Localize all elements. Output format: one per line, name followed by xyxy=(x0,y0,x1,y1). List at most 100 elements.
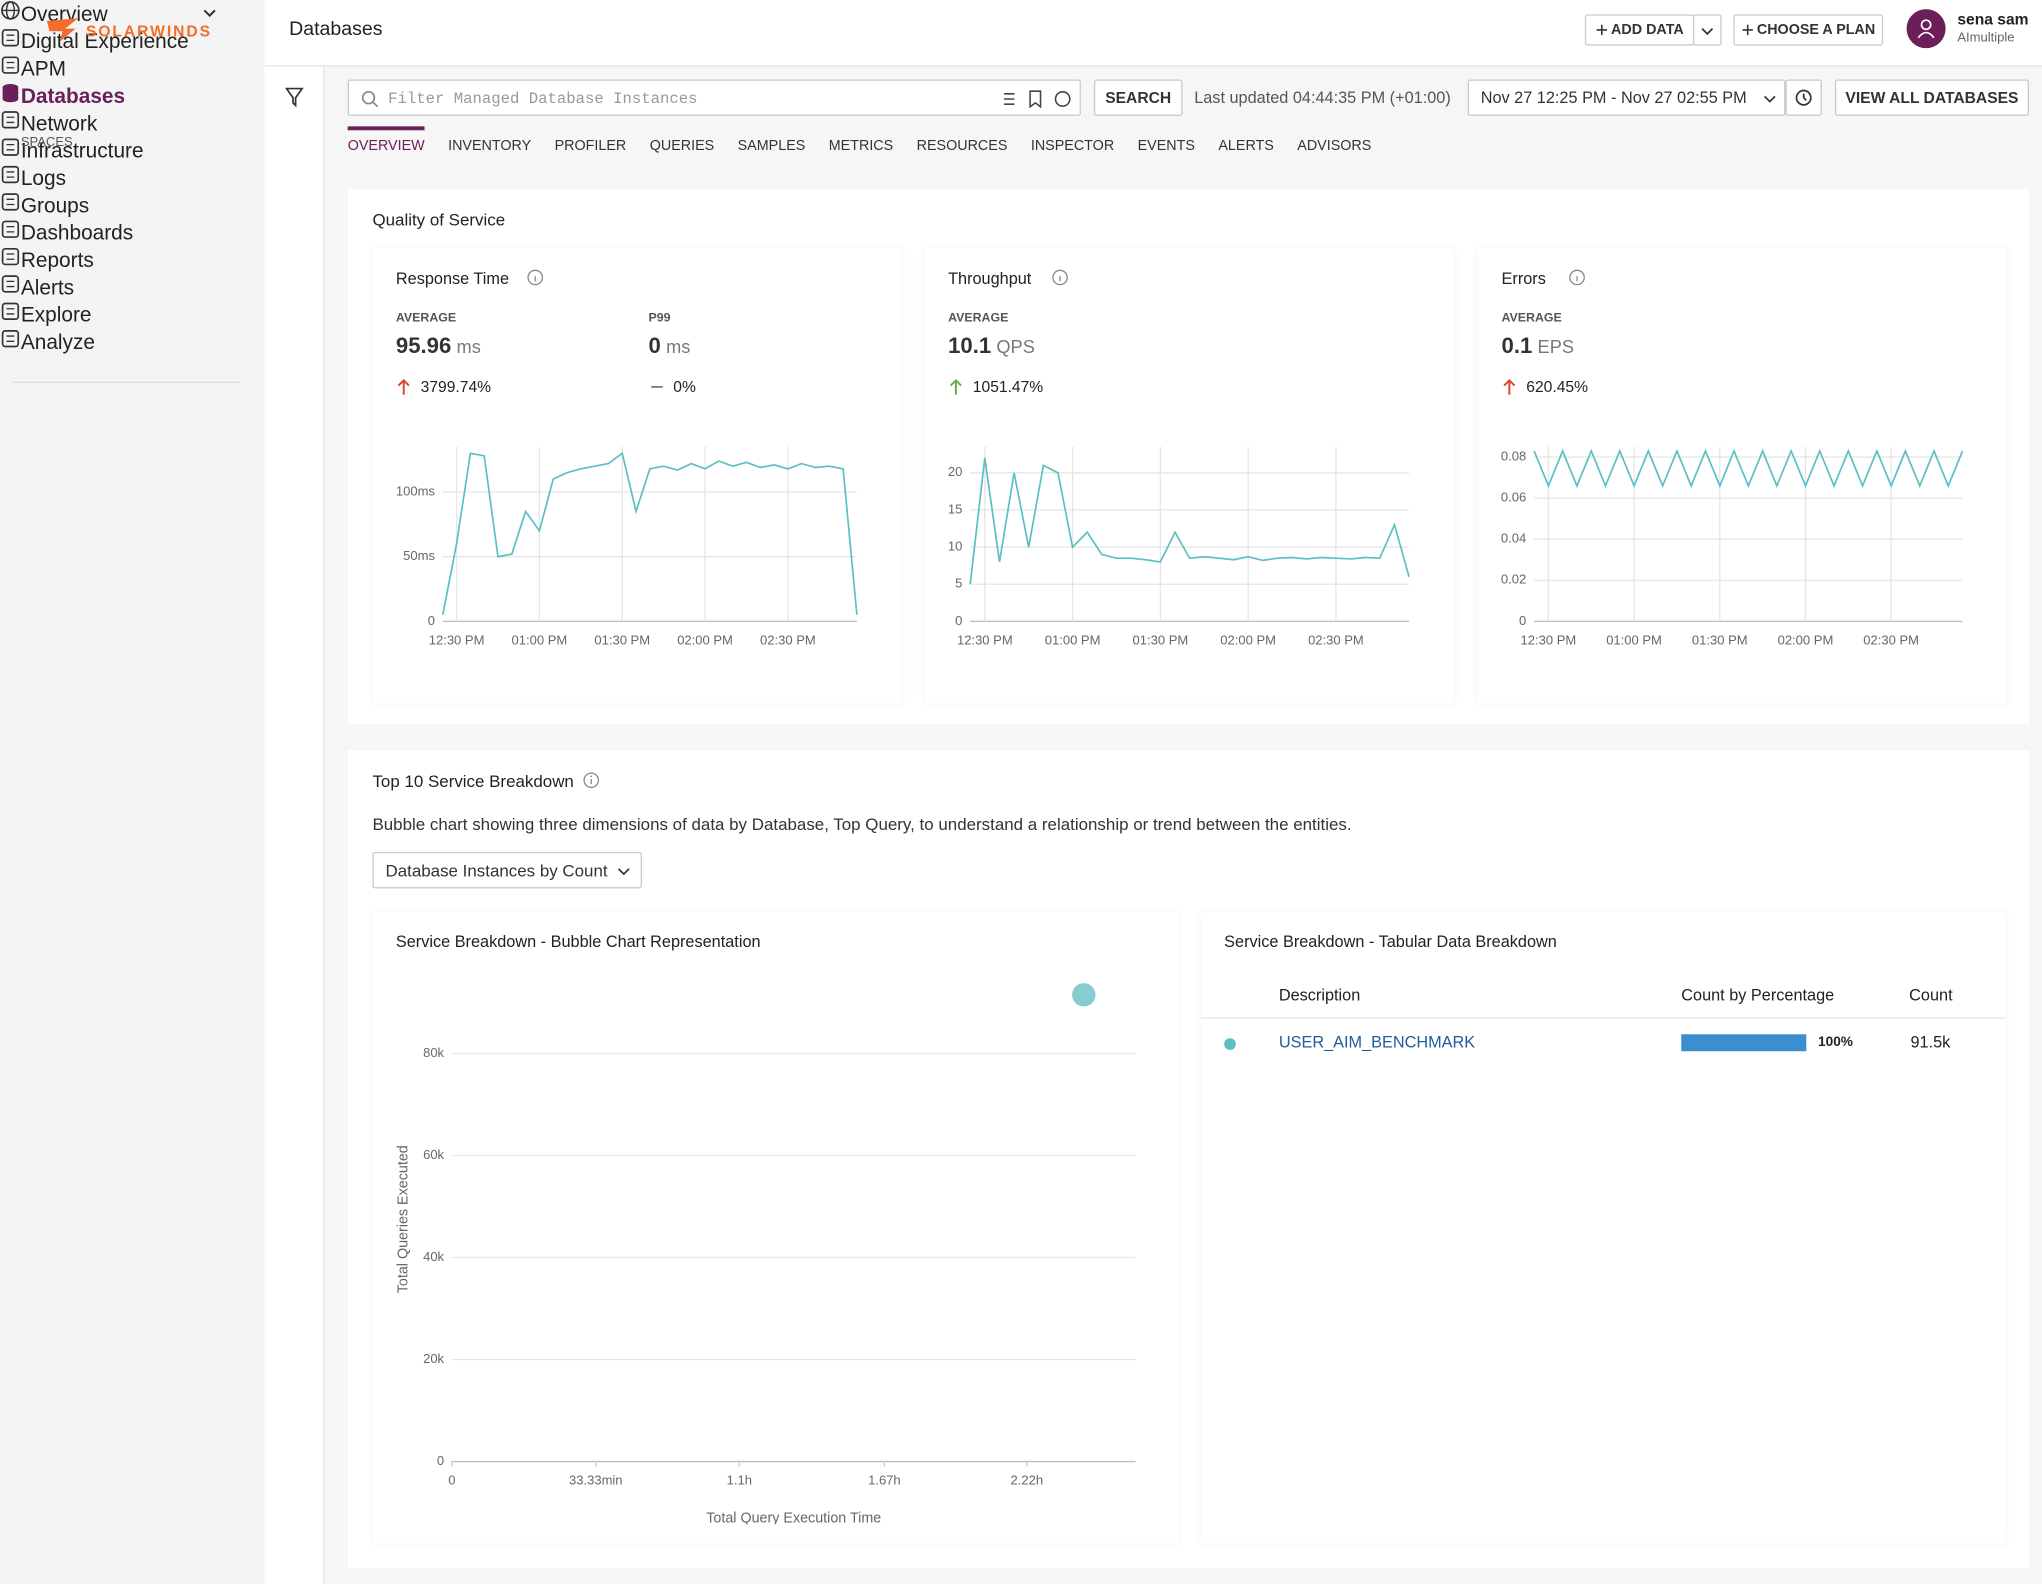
nav-item[interactable]: Logs xyxy=(0,164,264,191)
nav-icon xyxy=(1,165,20,184)
tab[interactable]: SAMPLES xyxy=(737,138,806,154)
x-tick-label: 01:30 PM xyxy=(1133,632,1189,647)
trend-icon xyxy=(651,386,663,388)
y-tick-label: 0 xyxy=(437,1453,444,1468)
chevron-shape xyxy=(203,9,216,17)
view-all-button[interactable]: VIEW ALL DATABASES xyxy=(1834,79,2029,116)
history-button[interactable] xyxy=(1785,79,1822,116)
nav-label: Alerts xyxy=(20,277,75,300)
user-name: sena sam xyxy=(1957,10,2029,29)
tab[interactable]: EVENTS xyxy=(1137,138,1195,154)
row-link[interactable]: USER_AIM_BENCHMARK xyxy=(1278,1032,1476,1052)
y-tick-label: 0.06 xyxy=(1501,490,1526,505)
x-tick-label: 12:30 PM xyxy=(1521,632,1577,647)
avatar[interactable] xyxy=(1906,9,1946,49)
tab[interactable]: ALERTS xyxy=(1218,138,1274,154)
x-tick-label: 02:30 PM xyxy=(1863,632,1919,647)
metric-card: Errors AVERAGE 0.1 EPS 620.45% xyxy=(1478,247,2007,704)
nav-label: Network xyxy=(20,113,98,136)
nav-icon xyxy=(1,29,20,47)
chevron xyxy=(1701,28,1714,36)
button-text: CHOOSE A PLAN xyxy=(1756,22,1876,38)
change-text: 1051.47% xyxy=(972,377,1044,396)
sidebar: SOLARWINDS SPACES Overview Digital Experi… xyxy=(0,0,266,1584)
metric-number: 10.1 xyxy=(948,333,992,359)
nav-icon xyxy=(1,56,20,74)
chevron-shape xyxy=(1701,28,1714,36)
nav-item[interactable]: Analyze xyxy=(0,9,264,355)
y-tick-label: 0 xyxy=(955,613,962,628)
x-tick-label: 02:00 PM xyxy=(1220,632,1276,647)
info-icon xyxy=(1568,269,1585,286)
chart: 0 50ms 100ms 12:30 PM 01:00 PM 01:30 PM 02:00 … xyxy=(396,446,858,647)
nav-item[interactable]: APM xyxy=(0,55,264,82)
metric-value: 0.1 EPS xyxy=(1502,333,1574,359)
x-tick-label: 02:30 PM xyxy=(1308,632,1364,647)
metric-value: 95.96 ms xyxy=(396,333,481,359)
search-button[interactable]: SEARCH xyxy=(1093,79,1183,116)
tab[interactable]: RESOURCES xyxy=(916,138,1008,154)
y-tick-label: 0.02 xyxy=(1501,572,1526,587)
series-line xyxy=(1533,448,1964,489)
nav-item[interactable]: Dashboards xyxy=(0,219,264,246)
x-tick-label: 33.33min xyxy=(569,1473,623,1488)
nav-label: APM xyxy=(20,58,66,81)
tab[interactable]: QUERIES xyxy=(649,138,715,154)
choose-plan-button[interactable]: CHOOSE A PLAN xyxy=(1733,14,1884,46)
y-tick-label: 10 xyxy=(948,539,962,554)
series-line xyxy=(441,451,858,616)
x-tick-label: 02:00 PM xyxy=(1778,632,1834,647)
nav-label: Logs xyxy=(20,168,67,191)
dropdown[interactable]: Database Instances by Count xyxy=(372,851,643,889)
metric-number: 95.96 xyxy=(395,333,452,359)
metric-label: AVERAGE xyxy=(395,311,457,326)
y-axis-label: Total Queries Executed xyxy=(395,1145,411,1293)
y-tick-label: 60k xyxy=(423,1147,444,1162)
tabs: OVERVIEW INVENTORY PROFILER QUERIES SAMPLES M… xyxy=(347,126,1372,159)
tab[interactable]: INVENTORY xyxy=(448,138,532,154)
chart: 0 5 10 15 20 12:30 PM 01:00 PM 01:30 PM 02:00 PM… xyxy=(948,446,1410,647)
time-range[interactable]: Nov 27 12:25 PM - Nov 27 02:55 PM xyxy=(1467,79,1786,116)
trend-icon xyxy=(1503,378,1516,395)
nav-item[interactable]: Databases xyxy=(0,82,264,109)
nav-icon xyxy=(1,111,20,129)
nav-item[interactable]: Overview xyxy=(0,0,264,27)
tab[interactable]: PROFILER xyxy=(554,138,627,154)
x-tick-label: 1.67h xyxy=(868,1473,901,1488)
y-tick-label: 5 xyxy=(955,576,962,591)
tab[interactable]: INSPECTOR xyxy=(1030,138,1115,154)
y-tick-label: 100ms xyxy=(396,483,436,498)
tab[interactable]: ADVISORS xyxy=(1297,138,1372,154)
y-tick-label: 15 xyxy=(948,501,962,516)
search-input[interactable]: Filter Managed Database Instances xyxy=(347,79,1081,116)
filter-icon[interactable] xyxy=(285,87,304,108)
column-header: Count by Percentage xyxy=(1681,986,1835,1005)
tab[interactable]: METRICS xyxy=(828,138,894,154)
metric-value: 10.1 QPS xyxy=(948,333,1035,359)
search-icon xyxy=(361,90,379,108)
row-dot xyxy=(1224,1038,1236,1050)
nav-icon xyxy=(1,138,20,156)
nav-icon xyxy=(1,247,20,266)
nav-item[interactable]: Alerts xyxy=(0,9,264,301)
nav-item[interactable]: Explore xyxy=(0,301,264,328)
nav-item[interactable]: Reports xyxy=(0,246,264,273)
nav-item[interactable]: Network xyxy=(0,9,264,136)
add-data-menu[interactable] xyxy=(1692,14,1722,46)
table: Description Count by Percentage Count USER_… xyxy=(1200,974,2006,1078)
nav-icon xyxy=(1,302,20,320)
table-panel: Service Breakdown - Tabular Data Breakdo… xyxy=(1200,911,2006,1544)
info-icon[interactable] xyxy=(582,771,600,789)
add-data-button[interactable]: ADD DATA xyxy=(1584,14,1695,46)
chart: 0 20k 40k 60k 80k 0 33.33min 1.1h 1.67h 2.22h Tota… xyxy=(395,983,1136,1524)
icon-shape xyxy=(1052,269,1068,286)
tab[interactable]: OVERVIEW xyxy=(347,126,425,159)
icon-shape xyxy=(1,193,20,211)
x-tick-label: 01:00 PM xyxy=(1606,632,1662,647)
nav-item[interactable]: Groups xyxy=(0,191,264,218)
y-tick-label: 80k xyxy=(423,1045,444,1060)
icon-shape xyxy=(1,302,20,320)
metric-label: P99 xyxy=(648,311,671,326)
change-text: 0% xyxy=(673,377,696,396)
x-axis-label: Total Query Execution Time xyxy=(706,1511,881,1524)
